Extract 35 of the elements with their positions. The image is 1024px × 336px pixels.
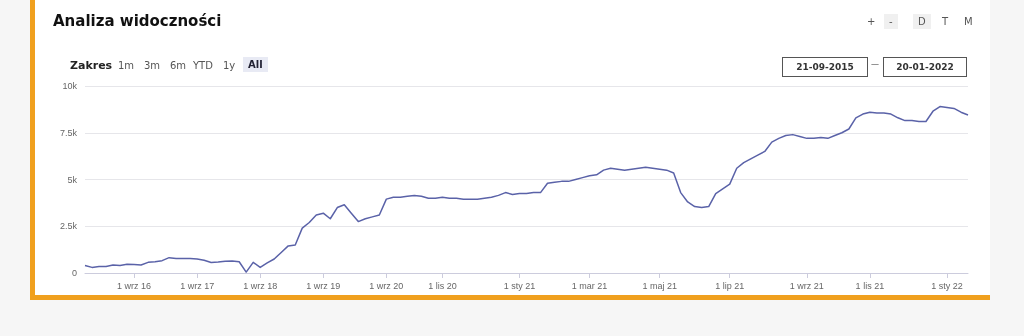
text: 1y xyxy=(223,60,236,71)
text: 20-01-2022 xyxy=(883,57,967,77)
y-tick-label: 7.5k xyxy=(59,127,78,138)
text: 21-09-2015 xyxy=(782,57,868,77)
x-tick-label: 1 wrz 16 xyxy=(117,280,152,291)
y-tick-label: 5k xyxy=(67,174,78,185)
x-tick-label: 1 sty 22 xyxy=(931,280,963,291)
text: + xyxy=(867,16,876,27)
x-tick-label: 1 maj 21 xyxy=(642,280,677,291)
y-tick-label: 2.5k xyxy=(59,221,78,232)
text: 1m xyxy=(118,60,135,71)
text: — xyxy=(871,60,879,69)
x-tick-label: 1 wrz 19 xyxy=(306,280,341,291)
chart-title: Analiza widoczności xyxy=(53,12,222,30)
x-tick-label: 1 wrz 17 xyxy=(180,280,215,291)
text: M xyxy=(964,16,973,27)
text: 3m xyxy=(144,60,161,71)
text: T xyxy=(942,16,949,27)
text: 6m xyxy=(170,60,187,71)
x-tick-label: 1 mar 21 xyxy=(571,280,608,291)
text: All xyxy=(243,57,268,72)
text: YTD xyxy=(193,60,213,71)
y-tick-label: 10k xyxy=(62,81,78,91)
y-tick-label: 0 xyxy=(71,268,77,278)
x-tick-label: 1 lis 21 xyxy=(855,280,885,291)
x-tick-label: 1 wrz 20 xyxy=(369,280,404,291)
x-tick-label: 1 sty 21 xyxy=(503,280,536,291)
x-tick-label: 1 lip 21 xyxy=(715,280,745,291)
x-tick-label: 1 wrz 21 xyxy=(789,280,824,291)
text: Zakres xyxy=(70,59,113,72)
text: - xyxy=(884,14,898,29)
text: D xyxy=(913,14,931,29)
line-series xyxy=(84,105,969,273)
x-tick-label: 1 lis 20 xyxy=(428,280,457,291)
x-tick-label: 1 wrz 18 xyxy=(243,280,278,291)
